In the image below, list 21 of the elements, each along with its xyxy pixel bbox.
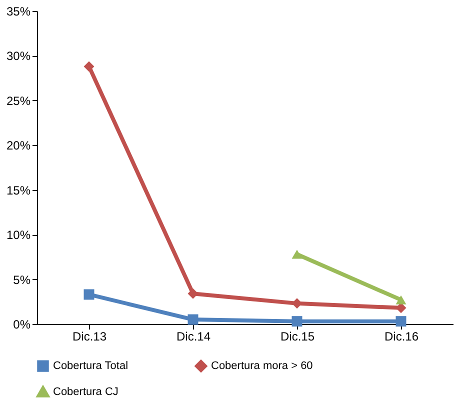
x-tick-label: Dic.13 <box>72 330 107 344</box>
y-tick-label: 10% <box>6 228 31 242</box>
y-tick-label: 25% <box>6 94 31 108</box>
x-tick-label: Dic.14 <box>176 330 211 344</box>
legend-label: Cobertura mora > 60 <box>211 360 313 372</box>
y-tick-label: 0% <box>13 318 31 332</box>
legend-label: Cobertura Total <box>53 360 128 372</box>
point <box>188 288 198 299</box>
point <box>188 314 198 325</box>
y-tick-label: 35% <box>6 4 31 18</box>
x-tick-label: Dic.15 <box>280 330 315 344</box>
point <box>396 316 406 327</box>
y-tick-label: 5% <box>13 272 31 287</box>
point <box>84 289 94 300</box>
legend-label: Cobertura CJ <box>53 386 118 398</box>
y-tick-label: 20% <box>6 138 31 153</box>
point <box>84 61 94 72</box>
y-tick-label: 15% <box>6 183 31 198</box>
x-tick-label: Dic.16 <box>384 330 419 344</box>
y-tick-label: 30% <box>6 49 31 64</box>
point <box>292 316 302 327</box>
